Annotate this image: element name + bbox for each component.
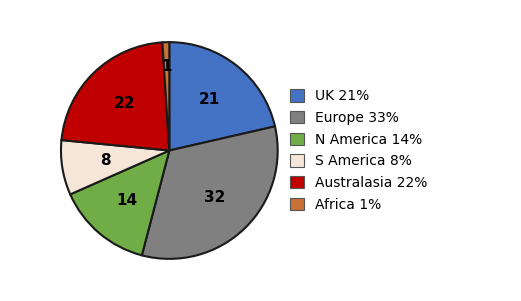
- Text: 32: 32: [204, 190, 225, 205]
- Text: 8: 8: [100, 154, 110, 168]
- Text: 14: 14: [117, 193, 138, 207]
- Wedge shape: [61, 42, 169, 150]
- Legend: UK 21%, Europe 33%, N America 14%, S America 8%, Australasia 22%, Africa 1%: UK 21%, Europe 33%, N America 14%, S Ame…: [290, 89, 427, 212]
- Wedge shape: [70, 150, 169, 255]
- Text: 21: 21: [199, 92, 220, 107]
- Wedge shape: [163, 42, 169, 150]
- Wedge shape: [169, 42, 275, 150]
- Text: 22: 22: [114, 96, 135, 111]
- Text: 1: 1: [162, 58, 172, 73]
- Wedge shape: [142, 126, 278, 259]
- Wedge shape: [61, 140, 169, 194]
